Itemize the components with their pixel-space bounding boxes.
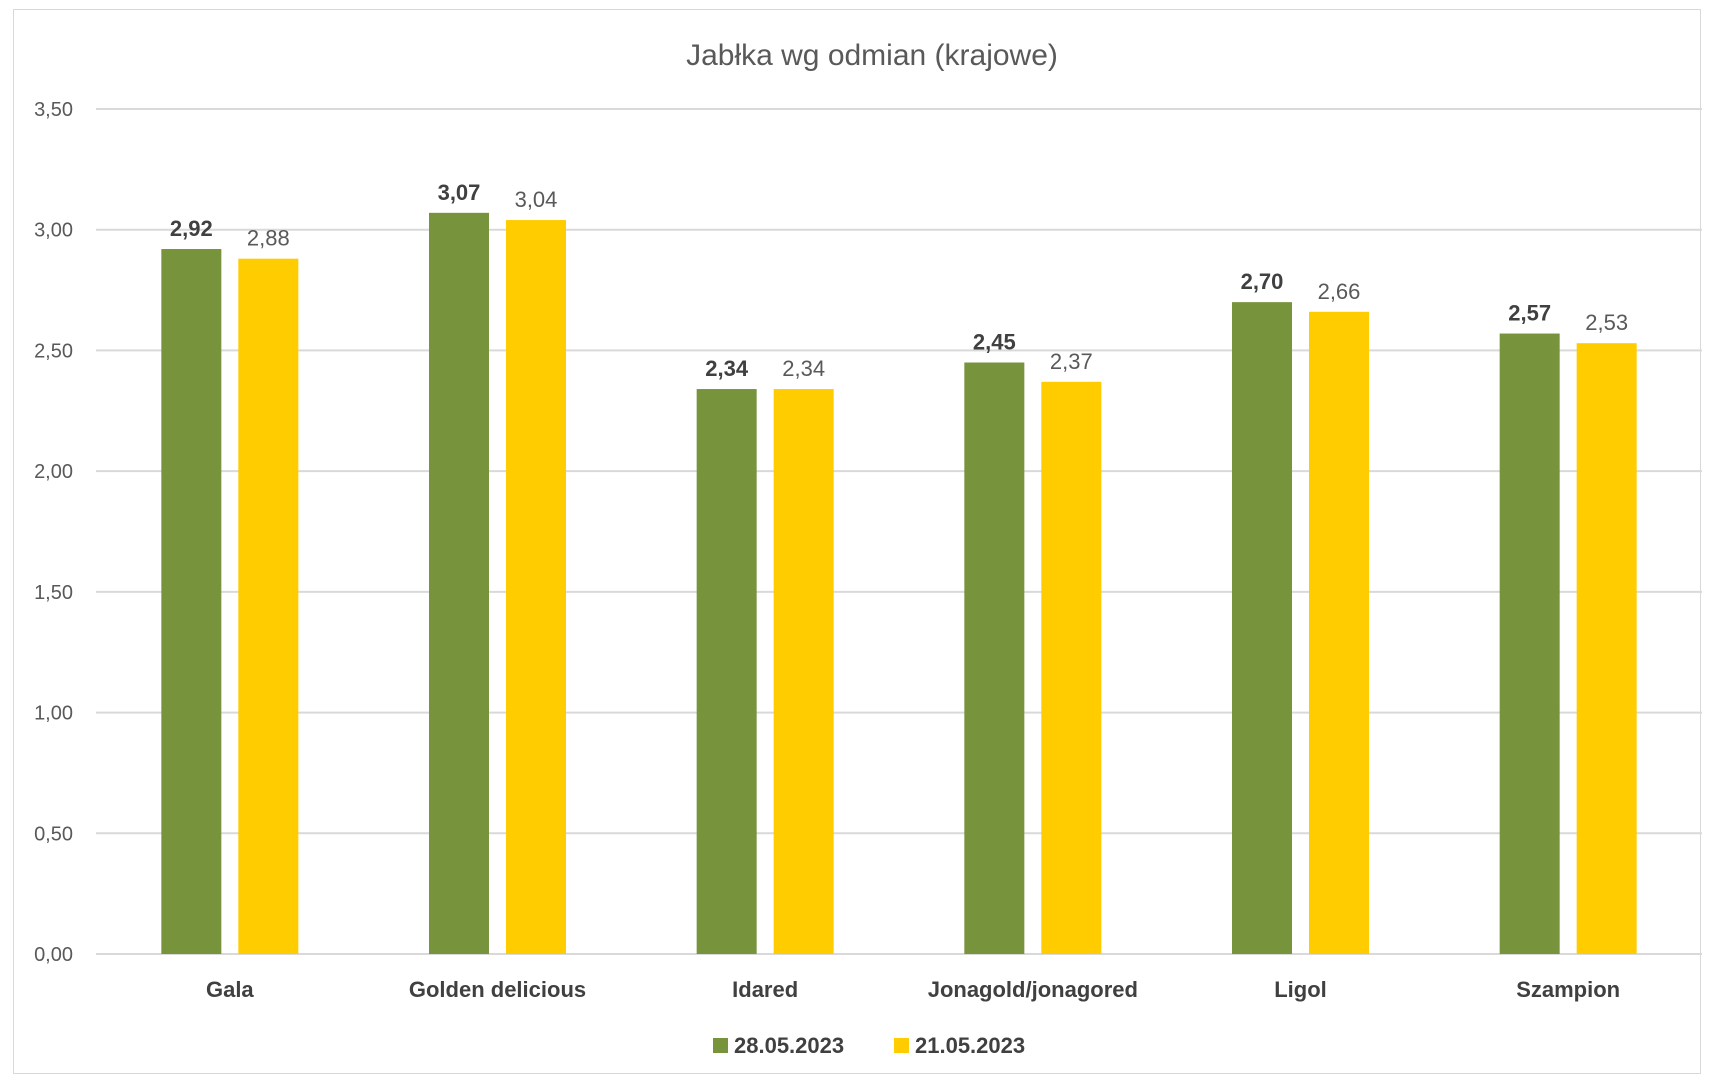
y-tick-label: 2,00 <box>34 461 73 483</box>
x-tick-label: Golden delicious <box>409 977 586 1002</box>
y-tick-label: 0,50 <box>34 823 73 845</box>
data-label: 3,04 <box>515 187 558 212</box>
data-label: 2,53 <box>1585 310 1628 335</box>
data-label: 2,45 <box>973 330 1016 355</box>
bar <box>1041 381 1102 954</box>
x-tick-label: Ligol <box>1274 977 1327 1002</box>
y-tick-label: 1,00 <box>34 703 73 725</box>
bar <box>238 258 299 955</box>
bar <box>429 212 489 955</box>
data-label: 2,34 <box>705 356 749 381</box>
data-labels: 2,92 2,88 3,07 3,04 2,34 2,34 2,45 2,37 2,70 2,66… <box>170 180 1628 381</box>
bar <box>1576 343 1637 955</box>
y-tick-label: 3,00 <box>34 220 73 242</box>
bar <box>696 389 757 954</box>
x-tick-label: Jonagold/jonagored <box>928 977 1138 1002</box>
x-axis-ticks: Gala Golden delicious Idared Jonagold/jonag… <box>206 977 1620 1002</box>
data-label: 2,88 <box>247 226 290 251</box>
legend-item: 21.05.2023 <box>894 1033 1025 1058</box>
bar <box>1232 302 1292 955</box>
data-label: 2,37 <box>1050 349 1093 374</box>
legend: 28.05.2023 21.05.2023 <box>713 1033 1025 1058</box>
bar <box>1499 333 1560 954</box>
data-label: 2,57 <box>1508 301 1551 326</box>
y-tick-label: 3,50 <box>34 99 73 121</box>
legend-label: 28.05.2023 <box>734 1033 844 1058</box>
y-tick-label: 1,50 <box>34 582 73 604</box>
legend-swatch <box>894 1038 909 1053</box>
data-label: 2,70 <box>1241 269 1284 294</box>
x-tick-label: Szampion <box>1516 977 1620 1002</box>
y-tick-label: 2,50 <box>34 340 73 362</box>
legend-swatch <box>713 1038 728 1053</box>
y-axis-ticks: 0,00 0,50 1,00 1,50 2,00 2,50 3,00 3,50 <box>34 99 73 966</box>
bar <box>161 249 222 954</box>
legend-label: 21.05.2023 <box>915 1033 1025 1058</box>
data-label: 2,92 <box>170 216 213 241</box>
bar <box>506 220 566 955</box>
x-tick-label: Idared <box>732 977 798 1002</box>
data-label: 2,34 <box>782 356 825 381</box>
x-tick-label: Gala <box>206 977 254 1002</box>
data-label: 2,66 <box>1318 279 1361 304</box>
chart-title: Jabłka wg odmian (krajowe) <box>686 39 1058 72</box>
bar <box>1309 311 1369 954</box>
bar <box>773 389 834 954</box>
gridlines <box>96 108 1702 955</box>
bar <box>964 362 1025 954</box>
bars <box>161 212 1637 955</box>
y-tick-label: 0,00 <box>34 944 73 966</box>
legend-item: 28.05.2023 <box>713 1033 844 1058</box>
data-label: 3,07 <box>438 180 481 205</box>
